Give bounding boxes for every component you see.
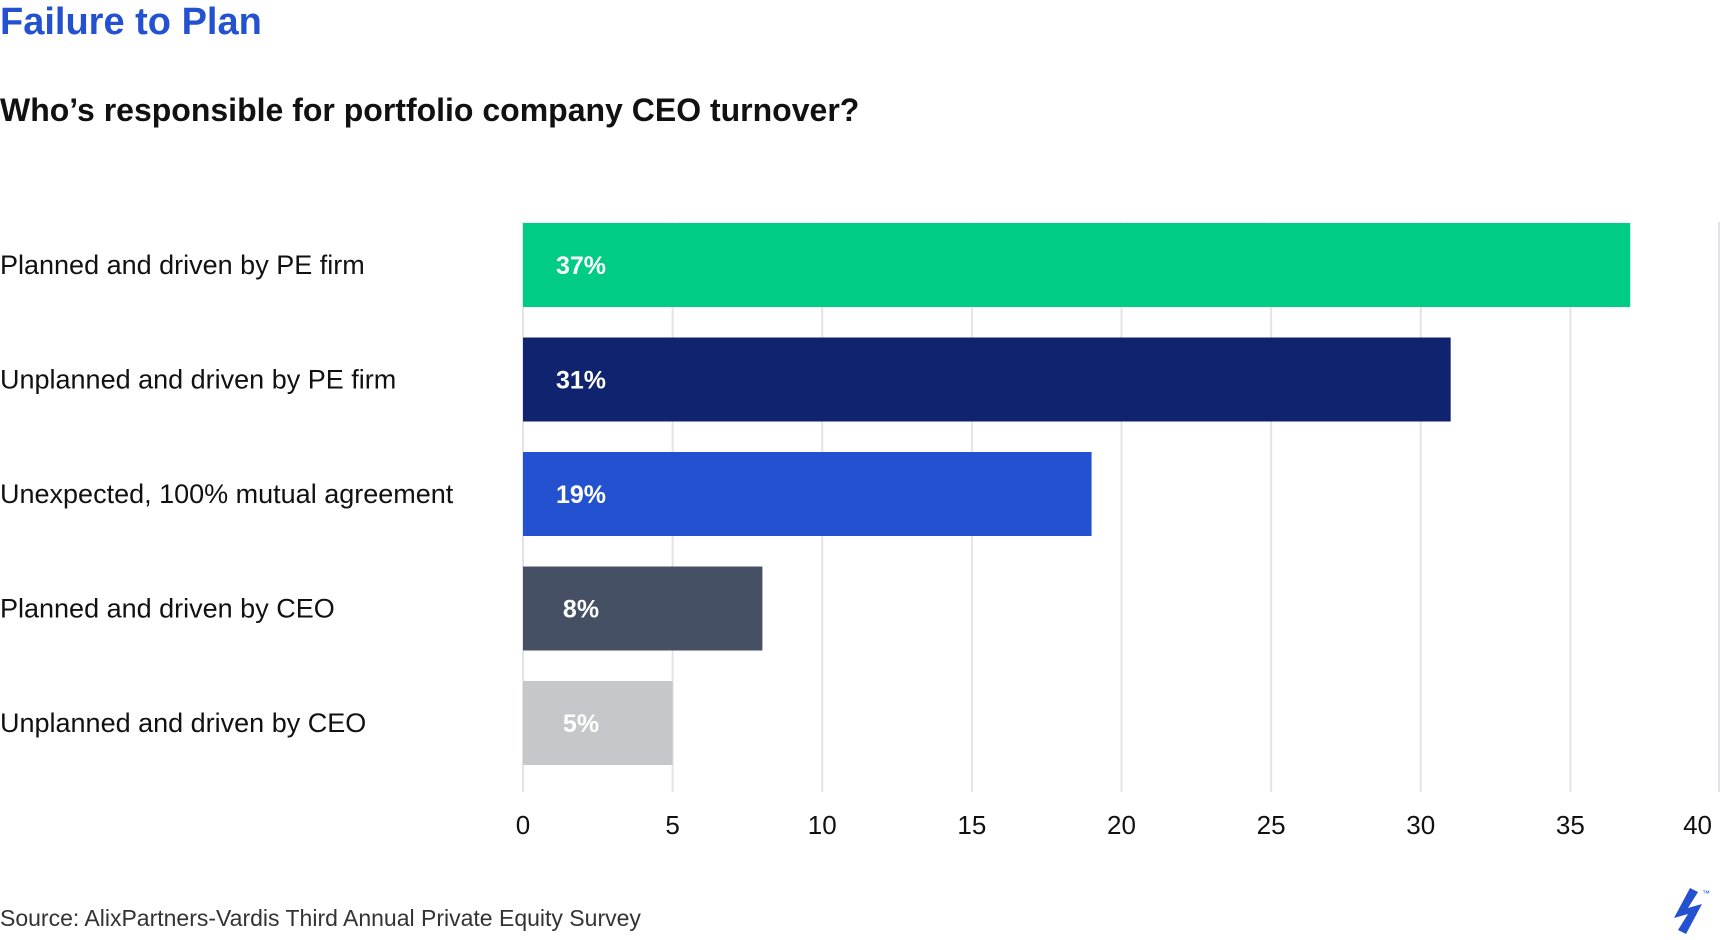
chart-subtitle: Who’s responsible for portfolio company … xyxy=(0,92,860,128)
bar-value-label: 19% xyxy=(556,481,606,509)
bar-value-label: 31% xyxy=(556,367,606,395)
bar xyxy=(523,452,1092,536)
category-label: Unplanned and driven by CEO xyxy=(0,708,366,738)
x-tick-label: 10 xyxy=(808,810,837,840)
bar-chart: 37% 31% 19% 8% 5% Planned and driven by PE f… xyxy=(0,222,1720,840)
bars: 37% 31% 19% 8% 5% xyxy=(523,223,1631,765)
svg-text:™: ™ xyxy=(1702,889,1710,898)
x-tick-label: 30 xyxy=(1406,810,1435,840)
category-label: Planned and driven by CEO xyxy=(0,594,335,624)
x-tick-label: 40 xyxy=(1683,810,1712,840)
x-axis-tick-labels: 0 5 10 15 20 25 30 35 40 xyxy=(516,810,1712,840)
category-label: Unexpected, 100% mutual agreement xyxy=(0,479,454,509)
category-labels: Planned and driven by PE firm Unplanned a… xyxy=(0,250,454,738)
bar xyxy=(523,337,1451,422)
bar xyxy=(523,566,763,651)
bar-value-label: 8% xyxy=(563,596,599,624)
x-tick-label: 20 xyxy=(1107,810,1136,840)
x-tick-label: 0 xyxy=(516,810,530,840)
x-tick-label: 5 xyxy=(665,810,679,840)
x-tick-label: 15 xyxy=(957,810,986,840)
x-tick-label: 25 xyxy=(1257,810,1286,840)
bar xyxy=(523,223,1631,307)
bar xyxy=(523,681,673,765)
source-note: Source: AlixPartners-Vardis Third Annual… xyxy=(0,905,641,931)
bar-value-label: 37% xyxy=(556,252,606,280)
chart-title: Failure to Plan xyxy=(0,1,262,43)
bar-value-label: 5% xyxy=(563,710,599,738)
toptal-logo-icon: ™ xyxy=(1674,888,1710,934)
category-label: Planned and driven by PE firm xyxy=(0,250,365,280)
x-tick-label: 35 xyxy=(1556,810,1585,840)
category-label: Unplanned and driven by PE firm xyxy=(0,365,396,395)
